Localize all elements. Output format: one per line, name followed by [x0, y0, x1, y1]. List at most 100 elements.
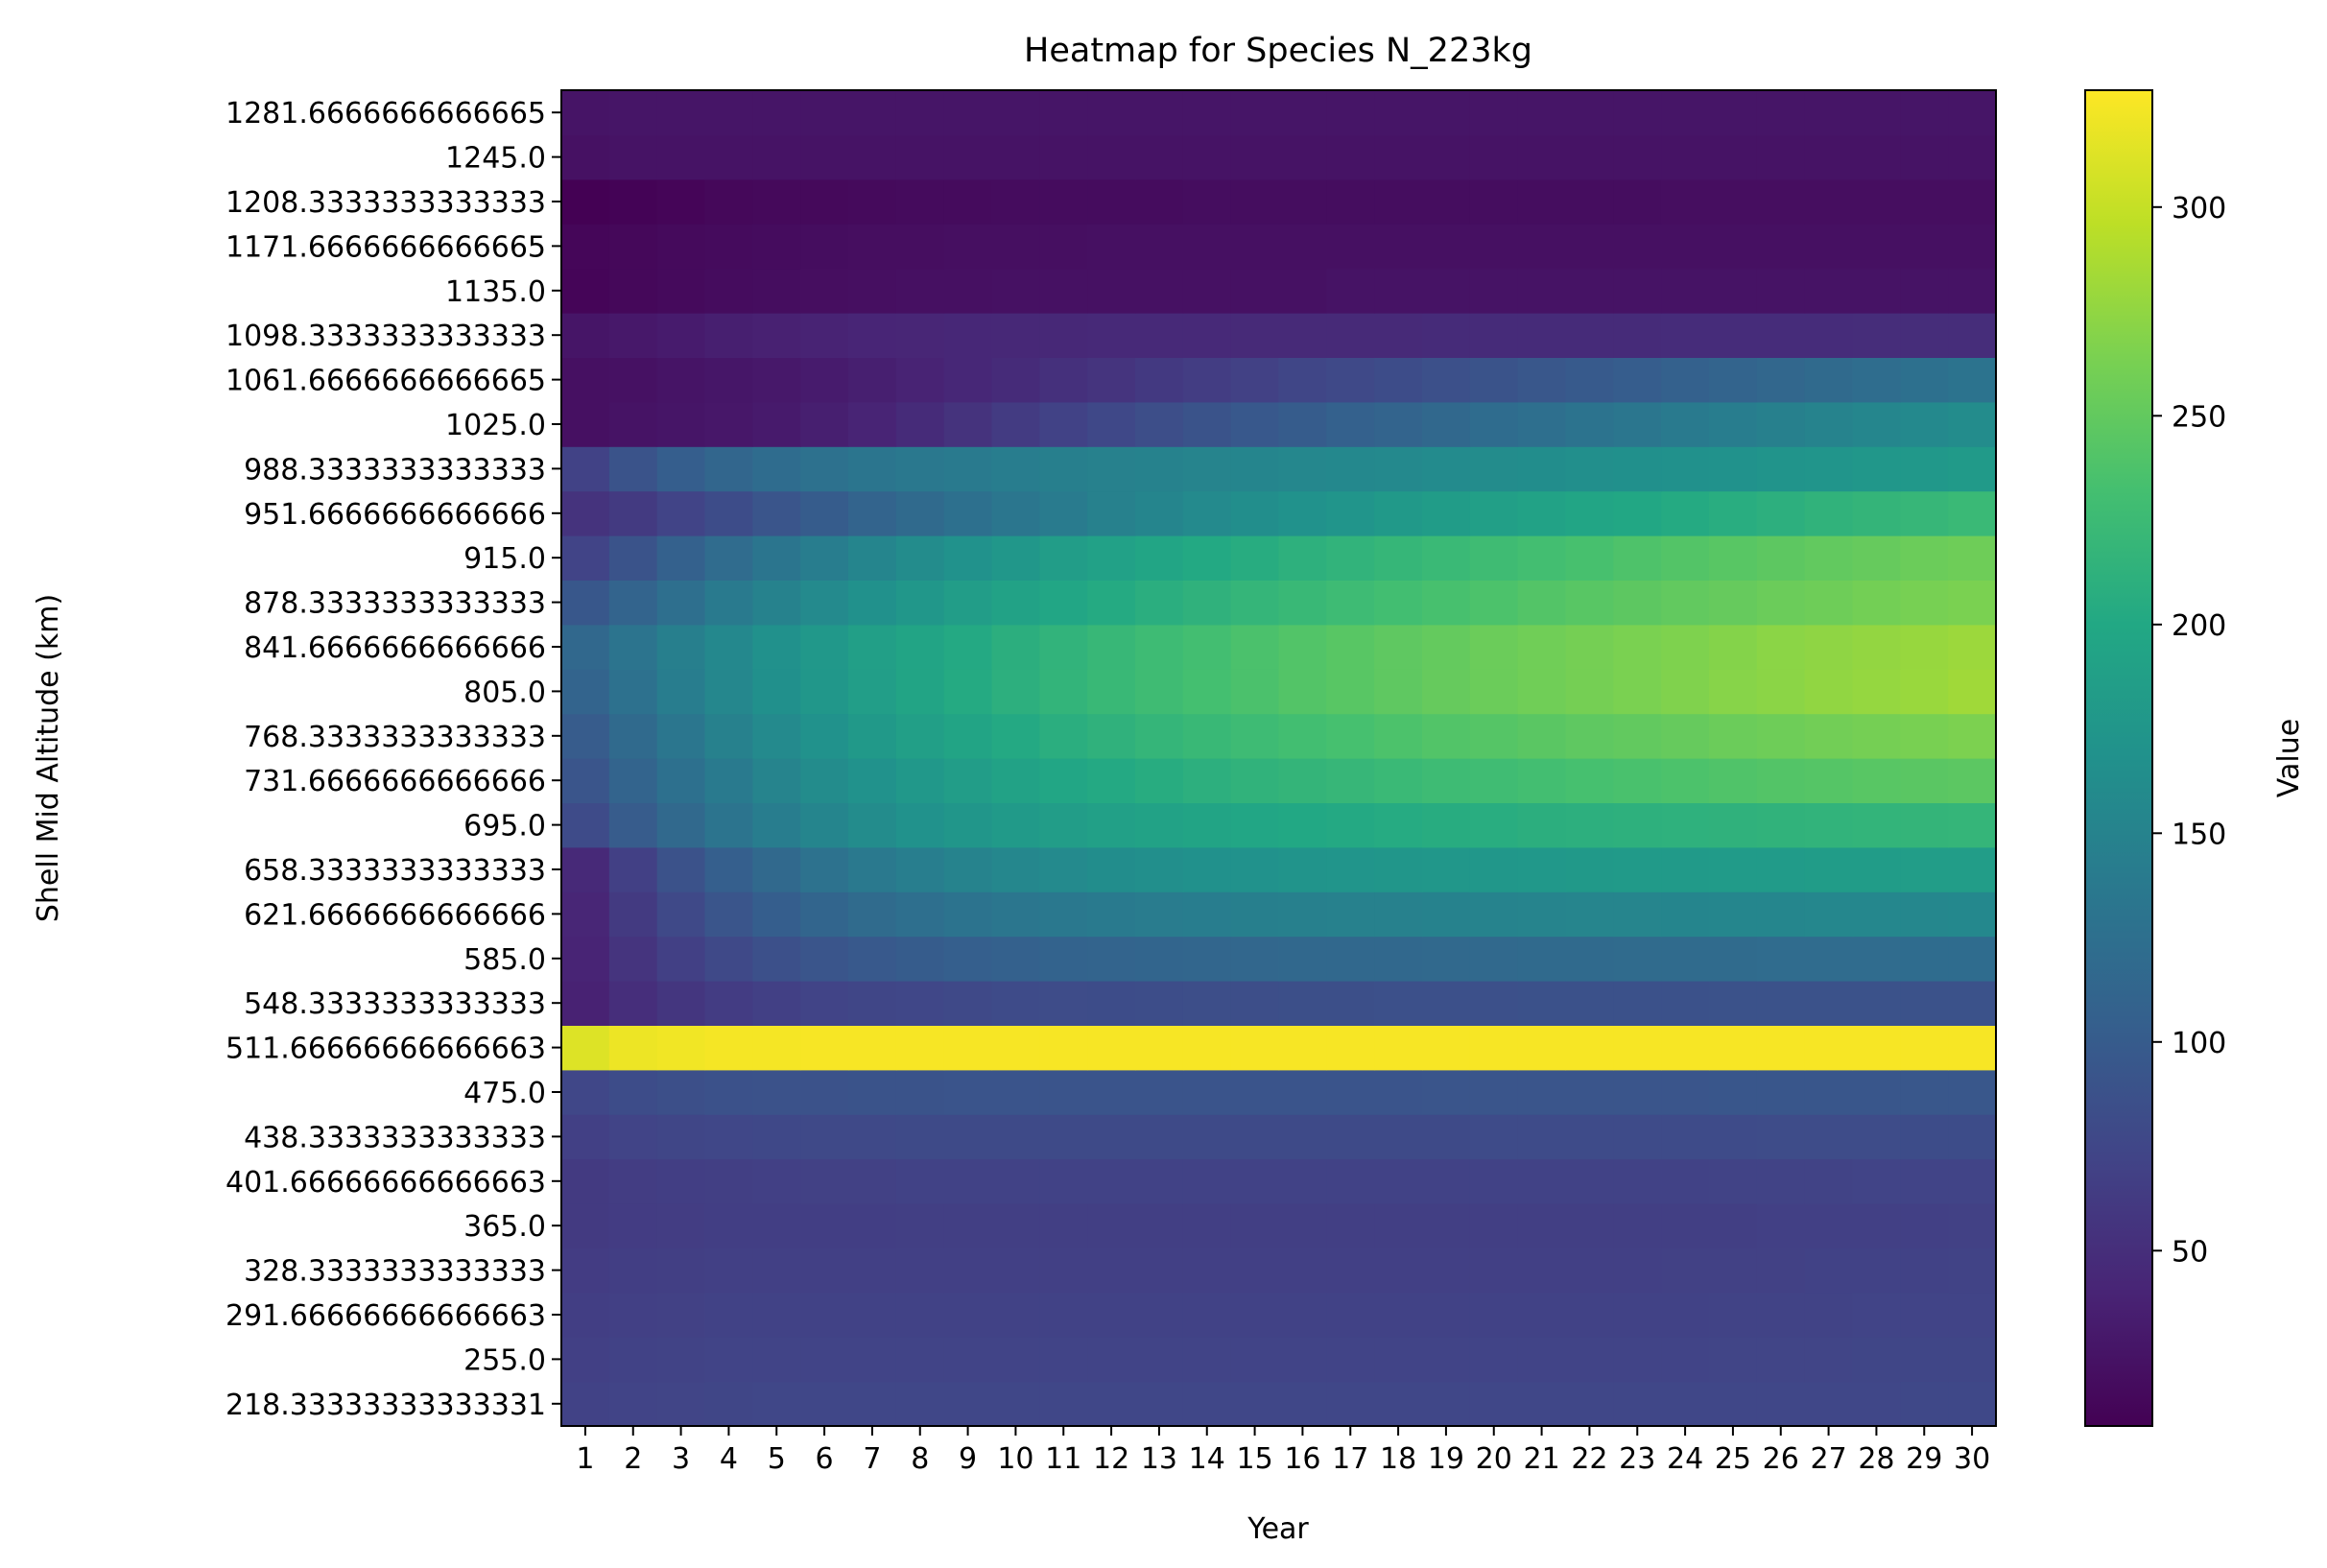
heatmap-cell: [1613, 1337, 1662, 1383]
heatmap-cell: [1613, 758, 1662, 803]
heatmap-cell: [1565, 758, 1614, 803]
heatmap-cell: [656, 1069, 706, 1115]
heatmap-cell: [1709, 580, 1758, 626]
heatmap-cell: [1948, 981, 1997, 1026]
heatmap-cell: [991, 936, 1040, 982]
heatmap-cell: [1756, 535, 1806, 581]
heatmap-cell: [1278, 401, 1327, 447]
heatmap-cell: [1804, 313, 1854, 358]
heatmap-cell: [1565, 1292, 1614, 1338]
heatmap-cell: [943, 936, 993, 982]
heatmap-cell: [1565, 1203, 1614, 1248]
heatmap-cell: [561, 758, 610, 803]
heatmap-cell: [1517, 357, 1567, 403]
heatmap-cell: [1326, 268, 1375, 314]
heatmap-cell: [1948, 1337, 1997, 1383]
heatmap-cell: [1135, 624, 1184, 670]
heatmap-cell: [1135, 713, 1184, 759]
heatmap-cell: [1613, 90, 1662, 135]
y-tick-label: 1098.3333333333333: [226, 320, 546, 353]
heatmap-cell: [1230, 134, 1280, 180]
heatmap-cell: [1756, 580, 1806, 626]
heatmap-cell: [1182, 1025, 1232, 1071]
heatmap-cell: [1948, 624, 1997, 670]
heatmap-cell: [752, 1292, 801, 1338]
heatmap-cell: [1422, 669, 1471, 715]
heatmap-cell: [1517, 624, 1567, 670]
heatmap-cell: [561, 1247, 610, 1294]
heatmap-cell: [561, 268, 610, 314]
heatmap-cell: [1613, 624, 1662, 670]
heatmap-cell: [608, 446, 658, 492]
heatmap-cell: [1661, 1292, 1710, 1338]
heatmap-cell: [608, 1158, 658, 1204]
heatmap-cell: [1661, 178, 1710, 225]
heatmap-cell: [1278, 758, 1327, 803]
heatmap-cell: [848, 313, 897, 358]
heatmap-cell: [1230, 446, 1280, 492]
y-tick-label: 1245.0: [445, 142, 546, 176]
heatmap-cell: [1374, 1292, 1423, 1338]
heatmap-cell: [991, 178, 1040, 225]
heatmap-cell: [1422, 580, 1471, 626]
heatmap-cell: [1517, 90, 1567, 135]
heatmap-cell: [848, 1158, 897, 1204]
y-tick-label: 438.3333333333333: [244, 1121, 546, 1154]
heatmap-cell: [1087, 1069, 1136, 1115]
heatmap-cell: [1565, 936, 1614, 982]
heatmap-cell: [800, 446, 849, 492]
heatmap-cell: [1422, 178, 1471, 225]
heatmap-cell: [1756, 713, 1806, 759]
heatmap-cell: [656, 713, 706, 759]
heatmap-cell: [1278, 802, 1327, 848]
heatmap-cell: [752, 936, 801, 982]
heatmap-cell: [656, 401, 706, 447]
heatmap-cell: [1469, 846, 1519, 892]
heatmap-cell: [656, 1381, 706, 1427]
heatmap-cell: [1852, 1337, 1901, 1383]
heatmap-cell: [1422, 1069, 1471, 1115]
heatmap-cell: [848, 981, 897, 1026]
heatmap-cell: [1422, 1381, 1471, 1427]
heatmap-cell: [1182, 1114, 1232, 1160]
heatmap-cell: [1661, 357, 1710, 403]
heatmap-cell: [1804, 357, 1854, 403]
heatmap-cell: [704, 490, 753, 536]
heatmap-cell: [1661, 224, 1710, 270]
heatmap-cell: [561, 802, 610, 848]
heatmap-cell: [1374, 713, 1423, 759]
heatmap-cell: [752, 446, 801, 492]
y-tick-label: 218.33333333333331: [226, 1389, 546, 1422]
heatmap-cell: [848, 1381, 897, 1427]
heatmap-cell: [1087, 1337, 1136, 1383]
x-tick-label: 22: [1571, 1442, 1607, 1476]
heatmap-cell: [1374, 490, 1423, 536]
heatmap-cell: [1517, 1203, 1567, 1248]
heatmap-cell: [1900, 891, 1949, 938]
heatmap-cell: [704, 1292, 753, 1338]
heatmap-cell: [1182, 1203, 1232, 1248]
heatmap-cell: [1900, 1381, 1949, 1427]
heatmap-cell: [848, 224, 897, 270]
heatmap-cell: [656, 1158, 706, 1204]
heatmap-cell: [1135, 401, 1184, 447]
heatmap-cell: [1182, 1158, 1232, 1204]
heatmap-cell: [1326, 535, 1375, 581]
heatmap-cell: [1517, 981, 1567, 1026]
heatmap-cell: [1087, 1203, 1136, 1248]
heatmap-cell: [1422, 446, 1471, 492]
heatmap-cell: [991, 1337, 1040, 1383]
heatmap-cell: [895, 580, 945, 626]
heatmap-cell: [848, 446, 897, 492]
heatmap-cell: [895, 178, 945, 225]
heatmap-cell: [1709, 134, 1758, 180]
heatmap-cell: [848, 1337, 897, 1383]
heatmap-cell: [561, 580, 610, 626]
heatmap-cell: [1278, 1203, 1327, 1248]
heatmap-cell: [800, 1158, 849, 1204]
heatmap-cell: [608, 624, 658, 670]
heatmap-cell: [1278, 713, 1327, 759]
x-tick-label: 23: [1619, 1442, 1655, 1476]
heatmap-cell: [1613, 1247, 1662, 1294]
heatmap-cell: [1469, 1381, 1519, 1427]
